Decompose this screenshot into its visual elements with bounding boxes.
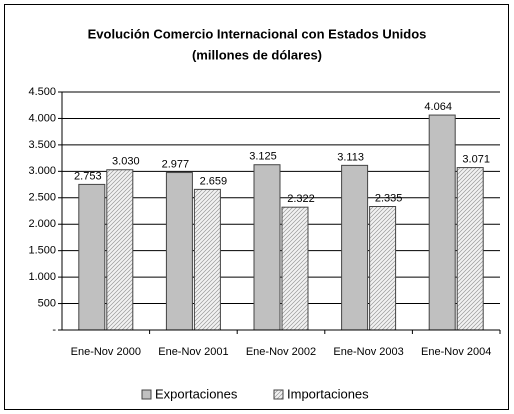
value-label: 2.322	[287, 193, 315, 205]
legend-label: Importaciones	[287, 386, 369, 401]
bar	[106, 169, 134, 331]
bar	[165, 172, 193, 331]
chart-title: Evolución Comercio Internacional con Est…	[88, 26, 427, 41]
bar	[341, 164, 369, 331]
value-label: 2.753	[74, 170, 102, 182]
value-label: 2.335	[375, 192, 403, 204]
y-tick-label: 1.500	[28, 245, 56, 257]
bar	[369, 206, 397, 331]
y-tick-label: 4.500	[28, 86, 56, 98]
bar	[78, 183, 106, 331]
bar	[253, 164, 281, 331]
bar	[281, 206, 309, 331]
legend-label: Exportaciones	[155, 386, 238, 401]
chart-subtitle: (millones de dólares)	[192, 47, 322, 62]
y-tick-label: 2.000	[28, 218, 56, 230]
x-tick-label: Ene-Nov 2002	[246, 346, 316, 358]
y-tick-label: 1.000	[28, 271, 56, 283]
x-tick-label: Ene-Nov 2000	[71, 346, 141, 358]
value-label: 4.064	[424, 101, 452, 113]
x-tick-label: Ene-Nov 2001	[158, 346, 228, 358]
y-tick-label: 500	[38, 297, 56, 309]
bar	[456, 167, 484, 331]
y-tick-label: 3.500	[28, 139, 56, 151]
value-label: 2.659	[200, 175, 228, 187]
value-label: 3.071	[462, 153, 490, 165]
value-label: 2.977	[162, 158, 190, 170]
y-tick-label: 3.000	[28, 165, 56, 177]
bar	[193, 188, 221, 331]
value-label: 3.113	[337, 151, 364, 163]
value-label: 3.030	[112, 156, 140, 168]
y-tick-label: 4.000	[28, 112, 56, 124]
x-tick-label: Ene-Nov 2003	[333, 346, 403, 358]
y-tick-label: 2.500	[28, 192, 56, 204]
x-tick-label: Ene-Nov 2004	[421, 346, 491, 358]
value-label: 3.125	[249, 151, 277, 163]
bar	[428, 114, 456, 331]
legend-swatch	[141, 389, 152, 400]
y-tick-label: -	[52, 324, 56, 336]
legend-swatch	[273, 389, 284, 400]
